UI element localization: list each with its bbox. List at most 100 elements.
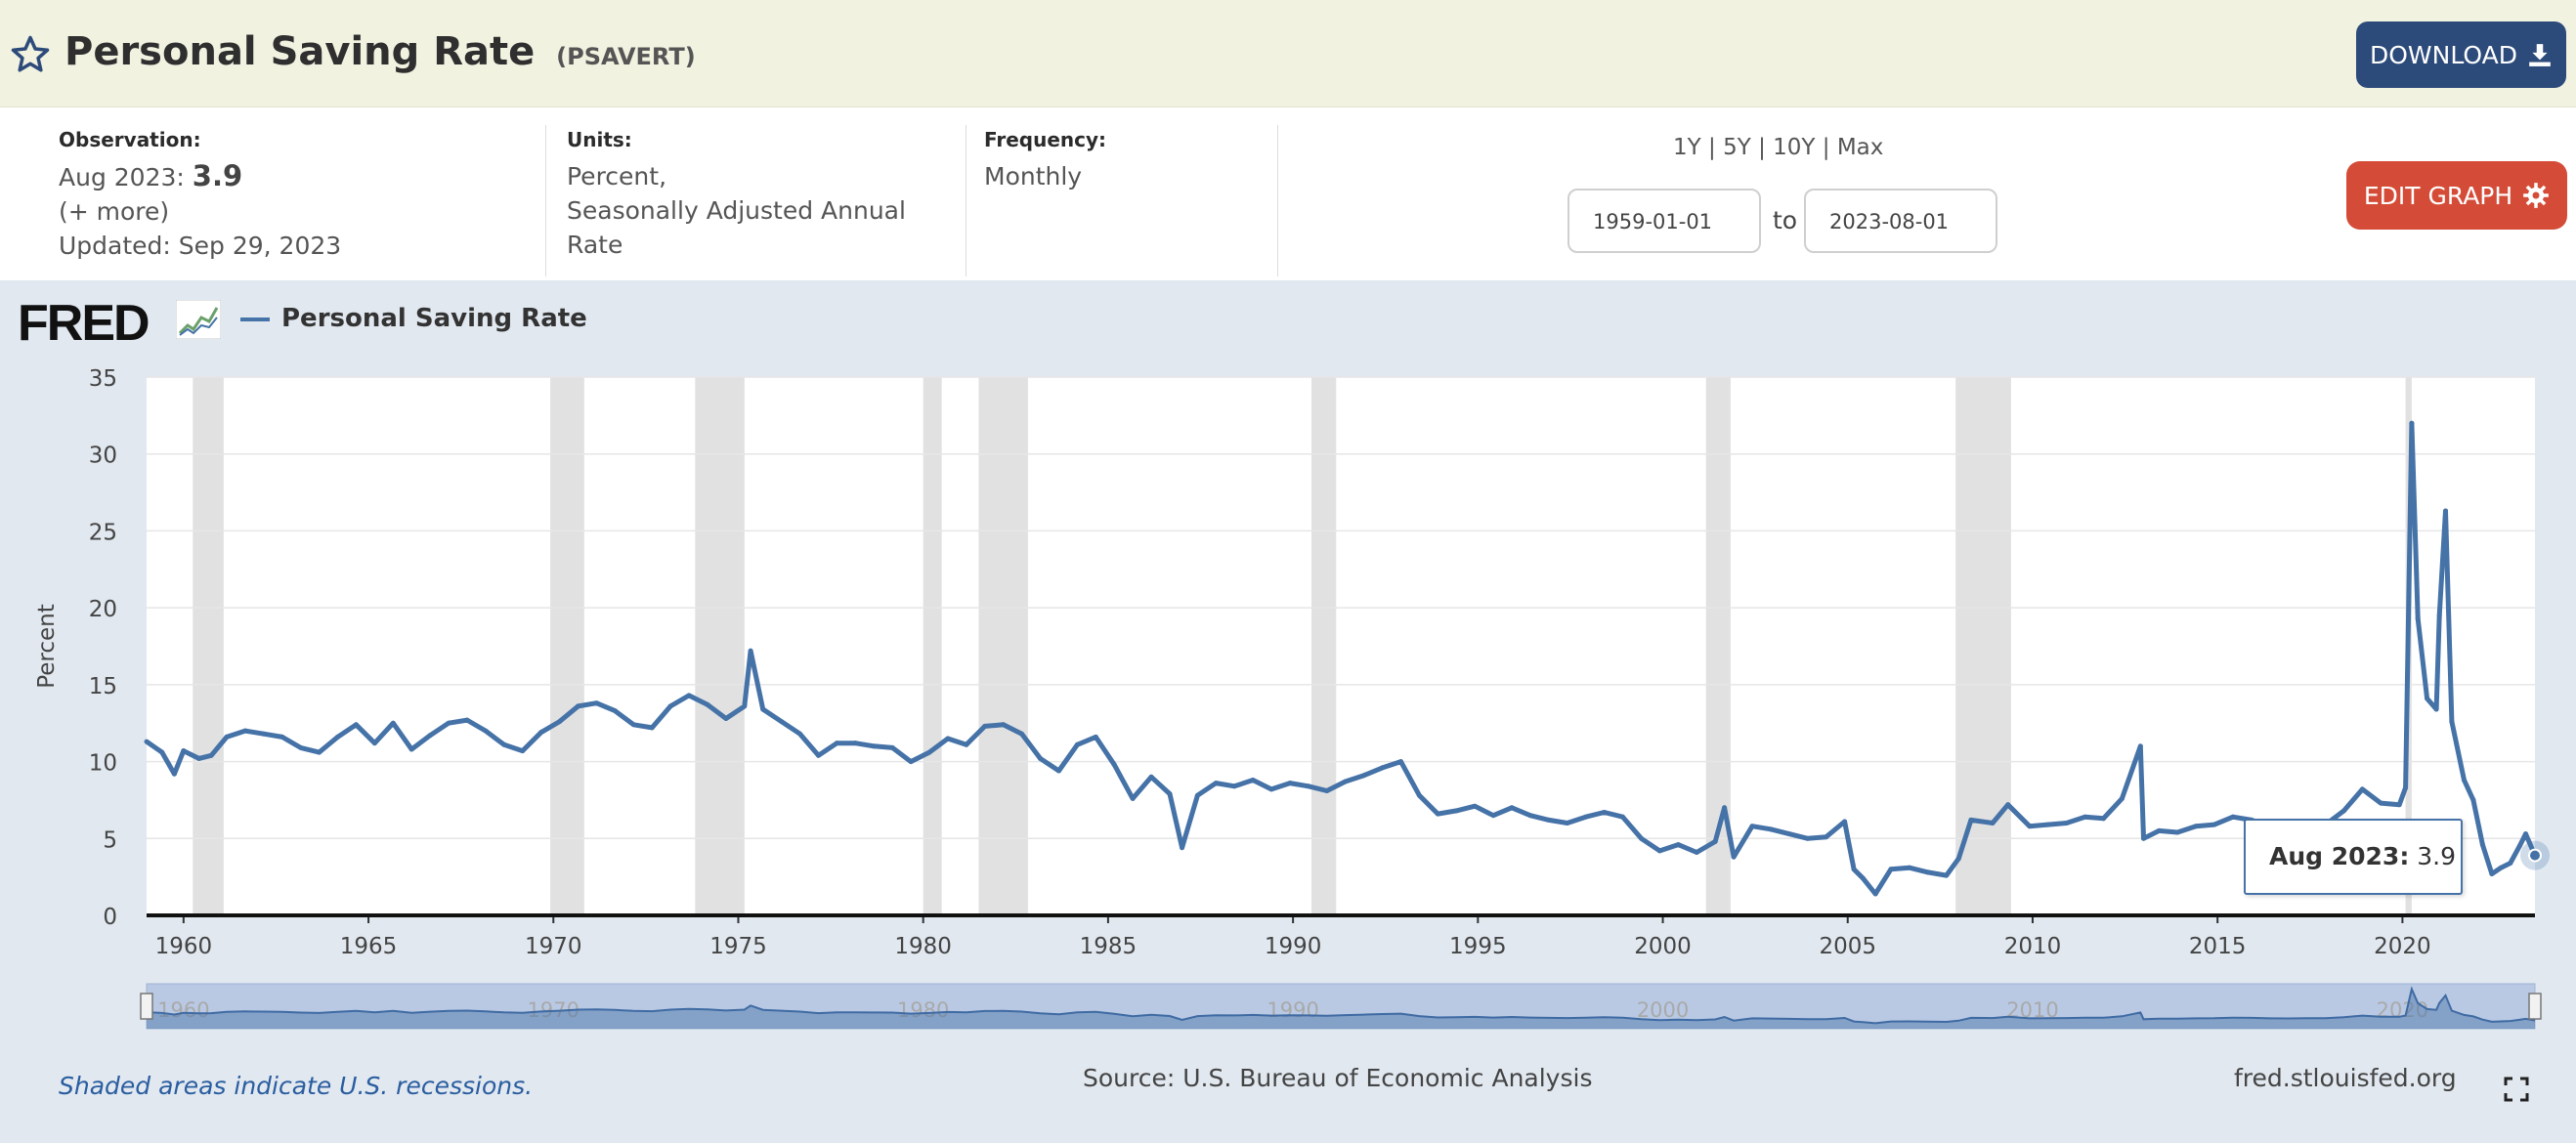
plot-area [147,377,2535,915]
range-link-10y[interactable]: 10Y [1773,135,1816,160]
edit-graph-label: EDIT GRAPH [2363,181,2513,210]
data-point [2027,824,2033,829]
data-point [760,706,766,712]
data-point [748,648,753,654]
data-point [1888,867,1894,872]
data-point [1490,813,1496,819]
data-point [2230,814,2236,820]
data-point [871,743,877,749]
x-tick-label: 2015 [2189,934,2247,959]
data-point [2193,824,2199,829]
x-tick-label: 1970 [525,934,582,959]
data-point [926,749,932,755]
data-point [538,730,544,736]
data-point [1749,824,1755,829]
recession-band [193,377,224,915]
y-tick-label: 0 [103,905,117,930]
fred-logo[interactable]: FRED [18,295,150,352]
data-point [1712,838,1718,844]
data-point [1851,867,1857,872]
edit-graph-button[interactable]: EDIT GRAPH [2346,161,2567,230]
y-tick-label: 35 [89,366,117,392]
data-point [2415,615,2421,621]
line-chart: 0 5 10 15 20 25 30 35 1960 1965 1970 1975 1980 1985 19… [34,366,2550,1030]
y-tick-label: 15 [89,674,117,699]
start-date-input[interactable]: 1959-01-01 [1567,189,1761,253]
data-point [1001,722,1007,728]
graph-panel: 0 5 10 15 20 25 30 35 1960 1965 1970 1975 1980 1985 19… [0,280,2576,1143]
data-point [427,733,433,739]
more-observations-link[interactable]: (+ more) [59,197,170,226]
data-point [2449,719,2455,725]
range-link-1y[interactable]: 1Y [1673,135,1701,160]
data-point [2409,420,2415,426]
x-tick-label: 1960 [155,934,213,959]
data-point [649,725,655,731]
data-tooltip: Aug 2023: 3.9 [2244,819,2463,895]
data-point [2425,696,2430,701]
x-tick-label: 1980 [894,934,952,959]
data-point [196,755,202,761]
series-header: Personal Saving Rate (PSAVERT) DOWNLOAD [0,0,2576,107]
data-point [1842,819,1848,825]
data-point [1397,759,1403,765]
range-link-max[interactable]: Max [1836,135,1884,160]
site-url[interactable]: fred.stlouisfed.org [2234,1064,2457,1092]
data-point [2174,829,2180,835]
data-point [501,741,507,747]
tooltip-date: Aug 2023: [2269,842,2410,870]
source-text[interactable]: Source: U.S. Bureau of Economic Analysis [1083,1064,1593,1092]
data-point [2489,870,2495,876]
data-point [797,731,803,737]
download-button[interactable]: DOWNLOAD [2356,21,2566,88]
data-point [2005,802,2011,808]
data-point [945,736,951,741]
recession-band [978,377,1028,915]
data-point [2470,797,2476,803]
date-range-to-label: to [1773,206,1798,234]
data-point [1194,792,1200,798]
data-point [982,723,988,729]
data-point [2140,835,2146,841]
recession-band [695,377,745,915]
units-line: Percent, [567,162,667,190]
data-point [2137,743,2143,749]
date-range-shortcuts: 1Y | 5Y | 10Y | Max [1673,135,1883,160]
recession-band [550,377,584,915]
series-title-text: Personal Saving Rate [64,29,536,74]
legend-label: Personal Saving Rate [281,304,587,333]
end-date-input[interactable]: 2023-08-01 [1804,189,1997,253]
data-point [1620,814,1626,820]
data-point [1861,875,1867,881]
units-line: Rate [567,231,623,259]
range-separator: | [1822,135,1837,160]
observation-date: Aug 2023: [59,163,185,191]
data-point [2433,706,2439,712]
data-point [2156,827,2162,833]
data-point [2498,865,2504,870]
data-point [1250,777,1256,783]
data-point [1180,845,1185,851]
fred-logo-graph-icon [176,300,221,339]
observation-value: 3.9 [192,159,243,192]
data-point [317,749,322,755]
range-separator: | [1758,135,1774,160]
data-point [1074,741,1080,747]
data-point [593,700,599,706]
range-separator: | [1708,135,1724,160]
data-point [144,739,150,744]
data-point [520,748,526,754]
data-point [1361,773,1367,779]
fullscreen-icon[interactable] [2504,1077,2529,1102]
data-point [171,771,177,777]
data-point [1148,774,1154,780]
data-point [1167,791,1173,797]
star-icon[interactable] [10,34,51,75]
range-link-5y[interactable]: 5Y [1723,135,1751,160]
data-point [1805,835,1811,841]
units-label: Units: [567,128,632,151]
data-point [667,703,673,709]
data-point [1287,781,1293,786]
y-tick-label: 20 [89,597,117,622]
frequency-block: Frequency: Monthly [984,128,1106,193]
